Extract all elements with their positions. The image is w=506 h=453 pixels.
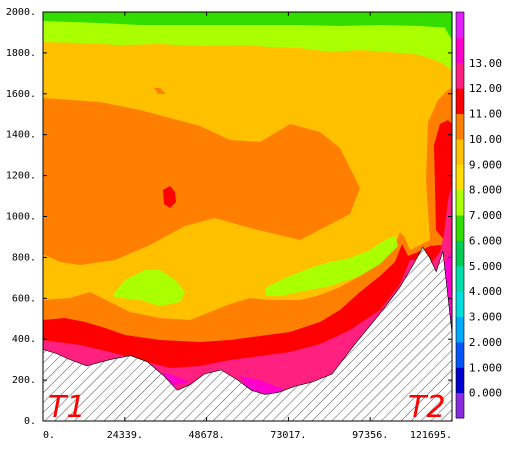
colorbar-swatch bbox=[456, 113, 464, 140]
y-tick-label: 800. bbox=[12, 252, 36, 263]
x-tick-label: 73017. bbox=[270, 430, 306, 441]
terrain-hatch-pattern bbox=[43, 246, 452, 421]
y-tick-label: 1400. bbox=[6, 130, 36, 141]
colorbar-swatch bbox=[456, 88, 464, 115]
y-tick-label: 600. bbox=[12, 293, 36, 304]
colorbar-tick-label: 11.00 bbox=[469, 108, 502, 121]
colorbar-tick-label: 9.000 bbox=[469, 158, 502, 171]
x-axis: 0. 24339. 48678. 73017. 97356. 121695. bbox=[42, 12, 453, 441]
colorbar-tick-label: 0.000 bbox=[469, 387, 502, 400]
colorbar-swatch bbox=[456, 265, 464, 292]
y-tick-label: 200. bbox=[12, 375, 36, 386]
colorbar-swatch bbox=[456, 138, 464, 165]
colorbar-tick-label: 7.000 bbox=[469, 209, 502, 222]
x-tick-label: 97356. bbox=[352, 430, 388, 441]
colorbar-swatch bbox=[456, 341, 464, 368]
y-tick-label: 400. bbox=[12, 334, 36, 345]
y-tick-label: 0. bbox=[24, 416, 36, 427]
colorbar-swatch bbox=[456, 12, 464, 38]
annotation-t1: T1 bbox=[48, 390, 85, 425]
colorbar-swatch bbox=[456, 37, 464, 64]
colorbar-tick-label: 8.000 bbox=[469, 184, 502, 197]
colorbar-tick-label: 10.00 bbox=[469, 133, 502, 146]
y-tick-label: 2000. bbox=[6, 7, 36, 18]
colorbar-swatch bbox=[456, 189, 464, 216]
colorbar-swatch bbox=[456, 240, 464, 267]
colorbar-swatch bbox=[456, 392, 464, 419]
contour-band-level-10-core bbox=[43, 98, 360, 265]
colorbar-tick-label: 2.000 bbox=[469, 336, 502, 349]
colorbar-swatch bbox=[456, 291, 464, 318]
x-tick-label: 0. bbox=[43, 430, 55, 441]
y-axis: 0. 200. 400. 600. 800. 1000. 1200. 1400. 1600. 18… bbox=[6, 7, 452, 427]
contour-band-level-8-mid bbox=[112, 270, 185, 306]
x-tick-label: 121695. bbox=[410, 430, 452, 441]
y-tick-label: 1000. bbox=[6, 212, 36, 223]
contour-band-level-13 bbox=[150, 250, 452, 398]
y-tick-label: 1600. bbox=[6, 89, 36, 100]
contour-band-level-7-right bbox=[440, 12, 452, 40]
colorbar-tick-label: 4.000 bbox=[469, 285, 502, 298]
contour-band-level-7-top bbox=[43, 12, 452, 28]
contour-band-level-11-blob bbox=[163, 186, 176, 208]
x-tick-label: 24339. bbox=[107, 430, 143, 441]
colorbar: 0.000 1.000 2.000 3.000 4.000 5.000 6.000 7.000… bbox=[455, 11, 502, 419]
colorbar-swatch bbox=[456, 215, 464, 241]
contour-band-level-8-mid-right bbox=[265, 236, 398, 296]
colorbar-tick-label: 1.000 bbox=[469, 361, 502, 374]
annotation-t2: T2 bbox=[408, 390, 445, 425]
colorbar-tick-label: 3.000 bbox=[469, 311, 502, 324]
colorbar-tick-label: 6.000 bbox=[469, 234, 502, 247]
y-tick-label: 1200. bbox=[6, 171, 36, 182]
plot-area bbox=[43, 12, 452, 421]
colorbar-tick-label: 5.000 bbox=[469, 260, 502, 273]
contour-band-level-10-speck bbox=[154, 88, 166, 94]
colorbar-swatch bbox=[456, 62, 464, 89]
colorbar-swatch bbox=[456, 367, 464, 394]
colorbar-tick-label: 13.00 bbox=[469, 57, 502, 70]
contour-band-level-8-top bbox=[43, 12, 452, 70]
colorbar-swatch bbox=[456, 316, 464, 343]
y-tick-label: 1800. bbox=[6, 48, 36, 59]
colorbar-swatch bbox=[456, 164, 464, 191]
colorbar-tick-label: 12.00 bbox=[469, 82, 502, 95]
x-tick-label: 48678. bbox=[189, 430, 225, 441]
colorbar-frame bbox=[455, 11, 465, 419]
